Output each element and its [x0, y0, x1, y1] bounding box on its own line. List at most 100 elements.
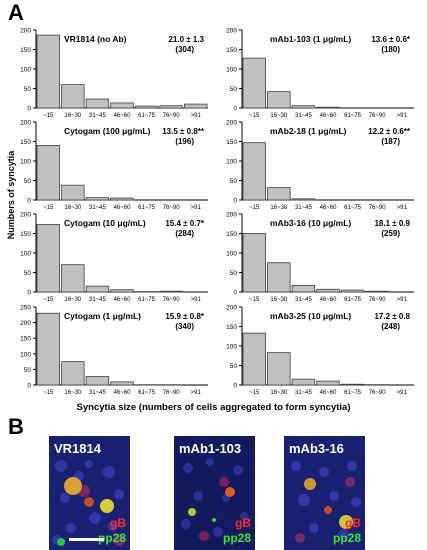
- y-tick-label: 50: [24, 86, 32, 93]
- y-tick-label: 50: [24, 367, 32, 374]
- histogram-bar: [267, 262, 291, 293]
- x-tick-label: 61~75: [138, 297, 156, 303]
- micrograph-image: [284, 436, 365, 550]
- y-tick-label: 50: [230, 178, 238, 185]
- y-tick-label: 150: [226, 231, 237, 238]
- histogram-bar: [85, 285, 110, 293]
- y-tick-label: 150: [20, 47, 31, 54]
- gb-stain-label: gB: [110, 516, 126, 530]
- x-tick-label: 46~60: [114, 297, 132, 303]
- x-tick-label: >91: [191, 113, 202, 119]
- x-tick-label: >91: [397, 297, 408, 303]
- x-tick-label: 31~45: [295, 390, 313, 396]
- x-tick-label: 16~30: [270, 297, 288, 303]
- x-tick-label: 61~75: [344, 205, 362, 211]
- histogram-bar: [159, 105, 183, 109]
- x-tick-label: 16~30: [64, 113, 82, 119]
- x-tick-label: 76~90: [163, 390, 181, 396]
- scale-bar: [69, 538, 104, 541]
- micrograph-title: mAb3-16: [289, 441, 344, 456]
- y-tick-label: 200: [20, 320, 31, 327]
- y-tick-label: 100: [226, 344, 237, 351]
- y-tick-label: 100: [20, 251, 31, 258]
- micrograph-title: mAb1-103: [179, 441, 242, 456]
- x-tick-label: 61~75: [138, 205, 156, 211]
- histogram-bar: [85, 98, 110, 109]
- histogram-bar: [365, 290, 389, 293]
- chart-title: VR1814 (no Ab): [64, 34, 127, 44]
- histogram-bar: [110, 289, 134, 293]
- histogram-bar: [267, 91, 291, 109]
- x-tick-label: 46~60: [114, 205, 132, 211]
- y-tick-label: 150: [226, 139, 237, 146]
- y-tick-label: 150: [20, 231, 31, 238]
- histogram-bar: [61, 264, 85, 293]
- x-tick-label: 76~90: [369, 205, 387, 211]
- y-tick-label: 0: [233, 106, 237, 113]
- x-tick-label: ~15: [43, 297, 54, 303]
- chart-title: mAb1-103 (1 μg/mL): [270, 34, 351, 44]
- sample-count: (196): [175, 137, 194, 146]
- y-tick-label: 200: [226, 28, 237, 35]
- x-tick-label: 76~90: [163, 113, 181, 119]
- x-tick-label: 61~75: [344, 297, 362, 303]
- y-tick-label: 100: [226, 251, 237, 258]
- x-tick-label: 31~45: [295, 297, 313, 303]
- pp28-stain-label: pp28: [332, 531, 361, 545]
- x-tick-label: 76~90: [369, 297, 387, 303]
- histogram-bar: [110, 197, 134, 201]
- x-tick-label: 46~60: [320, 113, 338, 119]
- histogram-bar: [159, 290, 183, 293]
- sample-count: (180): [381, 45, 400, 54]
- y-tick-label: 150: [226, 324, 237, 331]
- x-tick-label: 76~90: [369, 113, 387, 119]
- x-tick-label: 46~60: [320, 205, 338, 211]
- y-tick-label: 150: [20, 139, 31, 146]
- y-tick-label: 200: [20, 120, 31, 127]
- histogram-bar: [36, 224, 60, 293]
- x-tick-label: 76~90: [369, 390, 387, 396]
- sample-count: (340): [175, 322, 194, 331]
- y-tick-label: 200: [226, 120, 237, 127]
- y-tick-label: 0: [27, 290, 31, 297]
- histogram-bar: [316, 380, 340, 386]
- x-tick-label: 46~60: [114, 113, 132, 119]
- x-tick-label: 31~45: [89, 390, 107, 396]
- chart-title: Cytogam (100 μg/mL): [64, 126, 151, 136]
- histogram-bar: [110, 102, 134, 109]
- x-tick-label: 61~75: [138, 113, 156, 119]
- y-tick-label: 100: [20, 67, 31, 74]
- histogram-bar: [36, 144, 60, 201]
- histogram-bar: [61, 184, 85, 201]
- mean-stat: 12.2 ± 0.6**: [368, 127, 411, 136]
- x-tick-label: >91: [397, 390, 408, 396]
- micrograph-image: [49, 436, 130, 550]
- x-tick-label: 46~60: [320, 297, 338, 303]
- mean-stat: 13.5 ± 0.8**: [162, 127, 205, 136]
- chart-title: Cytogam (10 μg/mL): [64, 218, 146, 228]
- x-tick-label: >91: [397, 113, 408, 119]
- histogram-bar: [267, 187, 291, 201]
- histogram-bar: [36, 34, 60, 109]
- y-tick-label: 50: [24, 270, 32, 277]
- micrograph-vr1814: VR1814 gB pp28: [49, 436, 130, 550]
- gb-stain-label: gB: [345, 516, 361, 530]
- y-tick-label: 0: [233, 290, 237, 297]
- histogram-bar: [316, 106, 340, 109]
- chart-title: mAb3-25 (10 μg/mL): [270, 311, 351, 321]
- sample-count: (259): [381, 229, 400, 238]
- panel-label-b: B: [8, 414, 24, 439]
- x-tick-label: ~15: [249, 205, 260, 211]
- histogram-bar: [242, 332, 266, 386]
- histogram-bar: [184, 103, 208, 109]
- x-tick-label: ~15: [43, 113, 54, 119]
- x-tick-label: 16~30: [270, 205, 288, 211]
- x-tick-label: ~15: [43, 390, 54, 396]
- x-tick-label: ~15: [249, 297, 260, 303]
- histogram-bar: [291, 198, 316, 201]
- x-tick-label: 31~45: [89, 113, 107, 119]
- x-tick-label: >91: [397, 205, 408, 211]
- x-tick-label: 46~60: [320, 390, 338, 396]
- histogram-bar: [291, 378, 316, 386]
- histogram-bar: [242, 57, 266, 109]
